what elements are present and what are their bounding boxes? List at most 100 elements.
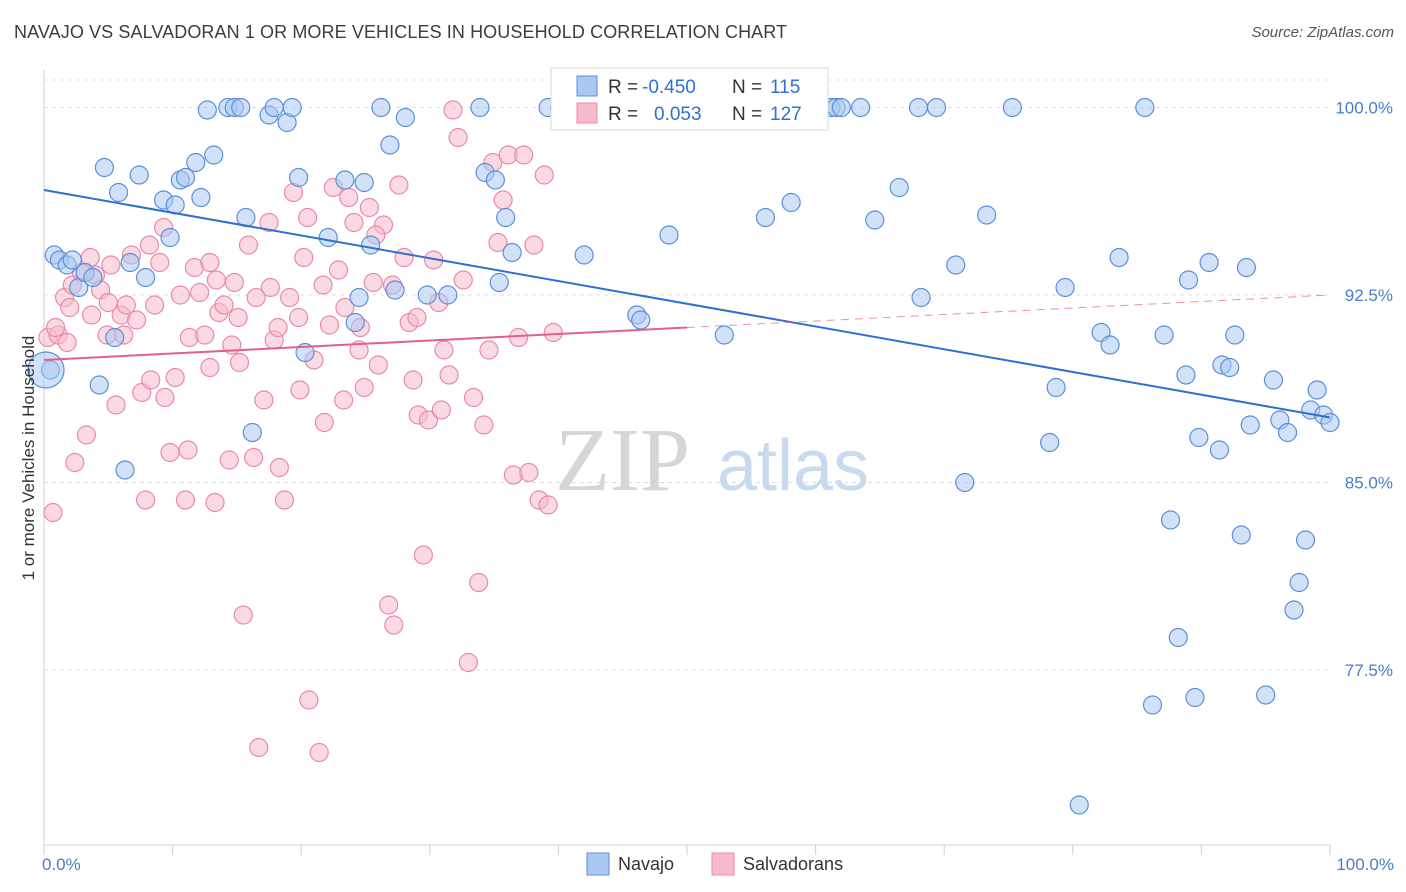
navajo-point-105 <box>1236 257 1257 278</box>
salvadoran-point-76 <box>418 410 439 430</box>
navajo-point-17 <box>160 227 180 248</box>
salvadoran-point-65 <box>363 272 383 293</box>
navajo-point-62 <box>631 310 651 330</box>
salvadoran-point-48 <box>280 287 300 308</box>
navajo-point-31 <box>264 97 284 118</box>
navajo-point-48 <box>470 97 490 118</box>
salvadoran-point-22 <box>150 252 170 273</box>
salvadoran-point-36 <box>219 450 239 470</box>
salvadoran-point-40 <box>238 235 259 255</box>
navajo-points <box>27 97 1340 815</box>
salvadoran-point-105 <box>206 270 226 290</box>
salvadoran-point-17 <box>126 310 147 330</box>
navajo-point-106 <box>1240 415 1260 435</box>
salvadoran-point-99 <box>534 165 554 185</box>
bottom-legend-salvadoran-swatch <box>711 852 735 876</box>
salvadoran-point-52 <box>299 690 319 710</box>
watermark-atlas: atlas <box>717 426 869 506</box>
y-tick-labels: 77.5% 85.0% 92.5% 100.0% <box>1335 99 1393 681</box>
salvadoran-point-101 <box>543 322 563 343</box>
salvadoran-point-100 <box>538 495 558 515</box>
legend-navajo-n-value: 115 <box>770 77 800 98</box>
navajo-point-84 <box>1046 377 1066 398</box>
salvadoran-point-47 <box>274 490 295 510</box>
salvadoran-point-109 <box>313 275 333 295</box>
salvadoran-point-124 <box>268 317 288 338</box>
navajo-point-77 <box>911 287 931 308</box>
navajo-point-47 <box>438 285 458 305</box>
watermark: ZIP atlas <box>555 411 869 510</box>
navajo-point-36 <box>318 227 338 248</box>
x-tick-label-min: 0.0% <box>42 855 81 874</box>
navajo-point-83 <box>1040 432 1060 453</box>
salvadoran-point-19 <box>135 490 156 510</box>
salvadoran-point-50 <box>289 307 309 328</box>
navajo-point-38 <box>345 312 365 333</box>
navajo-point-115 <box>1307 380 1327 400</box>
chart-source: Source: ZipAtlas.com <box>1251 24 1394 41</box>
legend-salvadoran-swatch <box>576 102 598 124</box>
salvadoran-point-59 <box>334 390 354 410</box>
trend-lines <box>43 189 1331 419</box>
salvadoran-point-51 <box>294 247 314 268</box>
navajo-point-15 <box>135 267 156 288</box>
salvadoran-point-116 <box>57 332 77 353</box>
legend-navajo-swatch <box>576 75 598 97</box>
navajo-point-43 <box>380 135 400 155</box>
navajo-point-39 <box>349 287 369 308</box>
salvadoran-point-60 <box>339 187 359 208</box>
salvadoran-point-21 <box>144 295 165 315</box>
salvadoran-point-54 <box>309 742 329 763</box>
salvadoran-point-87 <box>474 415 494 435</box>
navajo-point-34 <box>289 167 309 188</box>
salvadoran-point-25 <box>165 367 185 388</box>
navajo-point-72 <box>831 97 851 118</box>
navajo-point-41 <box>361 235 381 255</box>
legend: R = -0.450 N = 115 R = 0.053 N = 127 <box>550 67 829 131</box>
navajo-point-14 <box>129 165 149 185</box>
salvadoran-point-94 <box>508 327 529 348</box>
navajo-point-large <box>27 351 65 389</box>
navajo-point-42 <box>371 97 391 118</box>
navajo-point-108 <box>1263 370 1284 390</box>
navajo-point-75 <box>889 177 909 198</box>
salvadoran-point-73 <box>403 370 423 390</box>
navajo-point-74 <box>865 210 885 230</box>
salvadoran-point-24 <box>160 442 180 463</box>
navajo-point-93 <box>1160 510 1181 530</box>
navajo-point-112 <box>1289 572 1309 593</box>
grid <box>44 79 1330 671</box>
navajo-point-103 <box>1225 325 1245 345</box>
salvadoran-point-110 <box>335 297 355 318</box>
navajo-point-86 <box>1069 795 1089 815</box>
salvadoran-point-71 <box>394 247 414 268</box>
salvadoran-points <box>38 100 563 763</box>
salvadoran-trend-line <box>43 326 688 361</box>
navajo-point-52 <box>496 207 516 228</box>
salvadoran-point-120 <box>178 440 198 460</box>
salvadoran-point-37 <box>224 272 244 293</box>
navajo-point-10 <box>105 327 125 348</box>
navajo-point-51 <box>489 272 509 293</box>
navajo-point-82 <box>1002 97 1022 118</box>
navajo-point-73 <box>851 97 871 118</box>
navajo-point-45 <box>395 107 415 128</box>
legend-salvadoran-r-label: R = <box>608 104 638 125</box>
navajo-point-88 <box>1100 335 1120 355</box>
navajo-point-44 <box>385 280 405 300</box>
watermark-zip: ZIP <box>555 411 690 510</box>
navajo-point-110 <box>1277 422 1298 443</box>
salvadoran-point-80 <box>439 365 459 385</box>
legend-navajo-n-label: N = <box>732 77 762 98</box>
salvadoran-point-64 <box>359 197 379 218</box>
navajo-point-76 <box>908 97 929 118</box>
salvadoran-point-12 <box>101 255 121 275</box>
navajo-point-24 <box>204 145 224 165</box>
navajo-point-69 <box>781 192 801 213</box>
salvadoran-trend-line-dashed <box>686 294 1331 328</box>
navajo-point-7 <box>83 267 103 288</box>
salvadoran-point-82 <box>448 127 468 148</box>
salvadoran-point-83 <box>453 270 473 290</box>
salvadoran-point-42 <box>249 737 269 758</box>
